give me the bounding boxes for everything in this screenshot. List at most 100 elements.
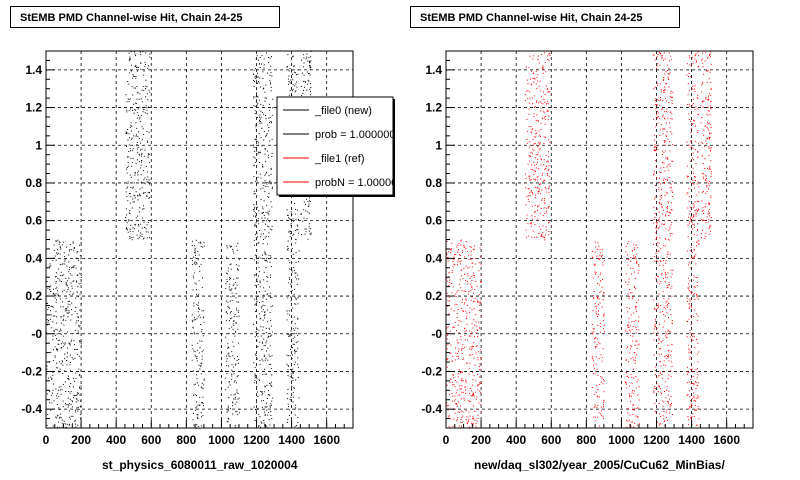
data-point xyxy=(200,364,202,366)
data-point xyxy=(689,221,691,223)
data-point xyxy=(536,236,538,238)
data-point xyxy=(458,348,460,350)
data-point xyxy=(461,417,463,419)
data-point xyxy=(131,64,132,66)
data-point xyxy=(465,310,467,312)
data-point xyxy=(257,142,259,144)
data-point xyxy=(669,177,671,178)
data-point xyxy=(659,118,661,120)
data-point xyxy=(625,359,627,361)
data-point xyxy=(290,211,292,213)
data-point xyxy=(661,195,662,196)
data-point xyxy=(75,257,77,259)
data-point xyxy=(265,406,267,408)
data-point xyxy=(632,414,634,416)
data-point xyxy=(237,398,239,400)
data-point xyxy=(459,261,461,263)
data-point xyxy=(596,255,598,257)
data-point xyxy=(455,352,457,354)
data-point xyxy=(671,133,673,135)
data-point xyxy=(632,405,634,406)
data-point xyxy=(62,315,64,317)
data-point xyxy=(58,371,60,373)
data-point xyxy=(60,330,62,332)
data-point xyxy=(198,384,200,386)
data-point xyxy=(68,391,70,392)
data-point xyxy=(71,309,72,311)
data-points xyxy=(46,51,312,429)
data-point xyxy=(262,393,264,395)
data-point xyxy=(73,248,75,249)
data-point xyxy=(638,320,640,322)
data-point xyxy=(668,282,670,284)
data-point xyxy=(199,397,201,398)
data-point xyxy=(147,154,149,156)
data-point xyxy=(600,413,602,415)
data-point xyxy=(697,55,699,57)
data-point xyxy=(258,133,260,135)
data-point xyxy=(259,57,261,58)
data-point xyxy=(267,186,269,188)
data-point xyxy=(702,230,704,232)
data-point xyxy=(690,351,692,353)
data-point xyxy=(479,304,481,306)
data-point xyxy=(654,410,656,412)
data-point xyxy=(451,270,453,272)
data-point xyxy=(130,122,132,124)
data-point xyxy=(266,171,267,173)
data-point xyxy=(467,251,468,252)
data-point xyxy=(193,370,194,372)
data-point xyxy=(689,298,691,300)
data-point xyxy=(47,414,49,416)
data-point xyxy=(470,283,472,285)
data-point xyxy=(598,358,600,360)
data-point xyxy=(601,360,603,362)
data-point xyxy=(656,222,658,223)
data-point xyxy=(543,236,545,238)
data-point xyxy=(659,423,661,425)
data-point xyxy=(236,391,238,393)
data-point xyxy=(529,146,530,148)
data-point xyxy=(633,271,635,273)
data-point xyxy=(601,287,603,289)
data-point xyxy=(294,352,296,354)
data-point xyxy=(472,417,474,419)
data-point xyxy=(536,132,538,134)
data-point xyxy=(64,358,66,360)
data-point xyxy=(664,391,665,392)
data-point xyxy=(629,394,631,396)
data-point xyxy=(75,419,77,421)
data-point xyxy=(58,370,60,372)
data-point xyxy=(77,406,79,408)
data-point xyxy=(447,334,448,336)
data-point xyxy=(142,128,144,130)
data-point xyxy=(198,364,200,366)
data-point xyxy=(450,418,452,420)
data-point xyxy=(267,394,269,396)
data-point xyxy=(259,341,261,343)
data-point xyxy=(666,333,668,335)
data-point xyxy=(290,399,292,401)
data-point xyxy=(670,224,672,226)
data-point xyxy=(631,391,633,393)
data-point xyxy=(60,328,62,330)
data-point xyxy=(602,383,604,385)
data-point xyxy=(258,256,260,258)
data-point xyxy=(542,65,544,67)
data-point xyxy=(148,89,150,91)
data-point xyxy=(128,83,130,85)
data-point xyxy=(594,302,596,304)
data-point xyxy=(66,364,68,366)
data-point xyxy=(528,155,530,157)
data-point xyxy=(203,316,205,318)
data-point xyxy=(134,195,136,197)
data-point xyxy=(533,77,535,79)
data-point xyxy=(669,309,671,311)
data-point xyxy=(255,101,257,103)
data-point xyxy=(538,190,540,192)
data-point xyxy=(709,215,711,217)
data-point xyxy=(655,309,657,311)
data-point xyxy=(670,395,672,397)
data-point xyxy=(286,66,288,68)
data-point xyxy=(696,200,698,202)
